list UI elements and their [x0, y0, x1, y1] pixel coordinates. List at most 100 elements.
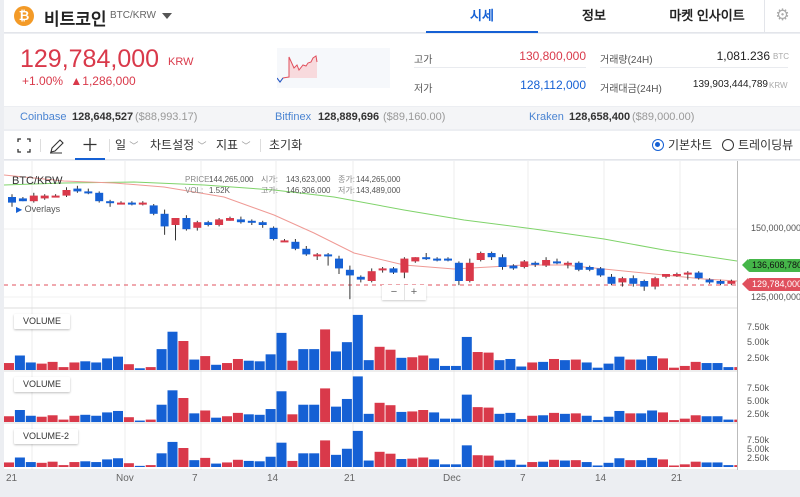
coin-name[interactable]: 비트코인 — [44, 10, 107, 29]
chevron-down-icon[interactable] — [162, 13, 172, 19]
overlays-toggle[interactable]: ▶ Overlays — [16, 204, 60, 214]
period-dropdown[interactable]: 일 ﹀ — [115, 131, 138, 160]
crosshair-icon[interactable] — [75, 131, 105, 160]
ticker-panel: 129,784,000 KRW +1.00% ▲1,286,000 고가 130… — [4, 34, 800, 106]
high-label: 고가 — [414, 55, 433, 66]
zoom-out-button[interactable]: − — [390, 286, 398, 298]
exchange-name[interactable]: Bitfinex — [275, 111, 312, 123]
pencil-icon[interactable] — [48, 131, 66, 160]
divider — [260, 139, 261, 152]
low-label: 저가 — [414, 84, 433, 95]
zoom-in-button[interactable]: + — [410, 286, 418, 298]
header: ₿ 비트코인 BTC/KRW 시세 정보 마켓 인사이트 ⚙ — [4, 0, 800, 33]
legend-label: 종가: — [338, 175, 355, 184]
x-tick-label: 7 — [520, 473, 526, 484]
exchange-usd: ($89,160.00) — [383, 111, 446, 123]
turnover-value: 139,903,444,789 — [692, 79, 768, 90]
x-tick-label: 21 — [6, 473, 18, 484]
volume-pane-label: VOLUME-2 — [14, 429, 79, 444]
x-tick-label: 14 — [595, 473, 607, 484]
legend-value: 146,306,000 — [286, 186, 331, 195]
volume-pane-label: VOLUME — [14, 377, 71, 392]
divider — [414, 67, 586, 68]
current-price: 129,784,000 — [20, 45, 160, 73]
indicators-dropdown[interactable]: 지표 ﹀ — [216, 131, 250, 160]
price-chart[interactable]: BTC/KRW ▶ Overlays PRICE:144,265,000 시가: 1… — [4, 161, 800, 470]
legend-label: PRICE: — [185, 175, 212, 184]
exchange-name[interactable]: Kraken — [529, 111, 564, 123]
turnover-unit: KRW — [769, 81, 788, 90]
y-tick-label: 5.00k — [747, 337, 770, 347]
overlays-label: Overlays — [24, 204, 61, 214]
x-tick-label: 21 — [344, 473, 356, 484]
legend-label: 고가: — [261, 186, 278, 195]
radio-tradingview[interactable] — [722, 139, 734, 151]
y-tick-label: 125,000,000 — [751, 292, 800, 302]
chevron-down-icon: ﹀ — [241, 141, 251, 151]
chevron-down-icon: ﹀ — [197, 141, 207, 151]
sparkline-chart — [276, 48, 390, 88]
y-tick-label: 2.50k — [747, 353, 770, 363]
chart-toolbar: 일 ﹀ 차트설정 ﹀ 지표 ﹀ 초기화 기본차트 트레이딩뷰 — [4, 131, 800, 160]
low-value: 128,112,000 — [520, 78, 586, 92]
indicators-label: 지표 — [216, 138, 239, 152]
up-arrow-icon: ▲ — [70, 74, 83, 88]
x-tick-label: 21 — [671, 473, 683, 484]
x-tick-label: 14 — [267, 473, 279, 484]
coin-pair: BTC/KRW — [110, 10, 156, 21]
legend-value: 143,489,000 — [356, 186, 401, 195]
gear-icon[interactable]: ⚙ — [764, 0, 800, 33]
price-unit: KRW — [168, 56, 194, 68]
exchange-krw: 128,889,696 — [318, 111, 380, 123]
turnover-label: 거래대금(24H) — [600, 84, 662, 95]
legend-value: 1.52K — [209, 186, 230, 195]
exchange-usd: ($89,000.00) — [632, 111, 695, 123]
reset-button[interactable]: 초기화 — [269, 138, 303, 152]
volume-value: 1,081.236 — [716, 49, 770, 63]
tab-price[interactable]: 시세 — [426, 0, 538, 33]
y-tick-label: 2.50k — [747, 409, 770, 419]
legend-label: 시가: — [261, 175, 278, 184]
divider — [109, 139, 110, 152]
divider — [40, 139, 41, 152]
legend-label: 저가: — [338, 186, 355, 195]
tradingview-label[interactable]: 트레이딩뷰 — [738, 138, 794, 152]
exchange-prices: Coinbase 128,648,527 ($88,993.17) Bitfin… — [4, 107, 800, 129]
bitcoin-icon: ₿ — [14, 6, 34, 26]
divider — [404, 285, 405, 300]
x-tick-label: Dec — [443, 473, 461, 484]
divider — [600, 67, 788, 68]
y-tick-label: 150,000,000 — [751, 223, 800, 233]
period-label: 일 — [115, 138, 127, 152]
radio-basic-chart[interactable] — [652, 139, 664, 151]
volume-label: 거래량(24H) — [600, 55, 653, 66]
legend-value: 144,265,000 — [356, 175, 401, 184]
legend-value: 144,265,000 — [209, 175, 254, 184]
volume-pane-label: VOLUME — [14, 314, 71, 329]
footer-strip — [0, 485, 800, 497]
current-price-value: 129,784,000 — [752, 279, 800, 289]
price-change: +1.00% ▲1,286,000 — [22, 74, 136, 88]
tab-market-insight[interactable]: 마켓 인사이트 — [669, 8, 745, 23]
y-tick-label: 5.00k — [747, 396, 770, 406]
y-tick-label: 7.50k — [747, 322, 770, 332]
current-price-badge: 129,784,000 — [741, 278, 800, 291]
exchange-name[interactable]: Coinbase — [20, 111, 67, 123]
y-tick-label: 7.50k — [747, 383, 770, 393]
y-tick-label: 5.00k — [747, 444, 770, 454]
triangle-right-icon: ▶ — [16, 205, 23, 214]
y-tick-label: 7.50k — [747, 435, 770, 445]
exchange-usd: ($88,993.17) — [135, 111, 198, 123]
basic-chart-label[interactable]: 기본차트 — [668, 138, 713, 152]
chart-settings-dropdown[interactable]: 차트설정 ﹀ — [150, 131, 207, 160]
chart-settings-label: 차트설정 — [150, 138, 195, 152]
y-axis — [737, 161, 738, 470]
tab-info[interactable]: 정보 — [582, 8, 606, 23]
fullscreen-icon[interactable] — [16, 131, 34, 160]
exchange-krw: 128,658,400 — [569, 111, 631, 123]
x-tick-label: Nov — [116, 473, 134, 484]
zoom-controls: − + — [382, 285, 426, 300]
candlestick-chart[interactable] — [4, 161, 737, 470]
ma-price-value: 136,608,780 — [752, 260, 800, 270]
exchange-krw: 128,648,527 — [72, 111, 134, 123]
